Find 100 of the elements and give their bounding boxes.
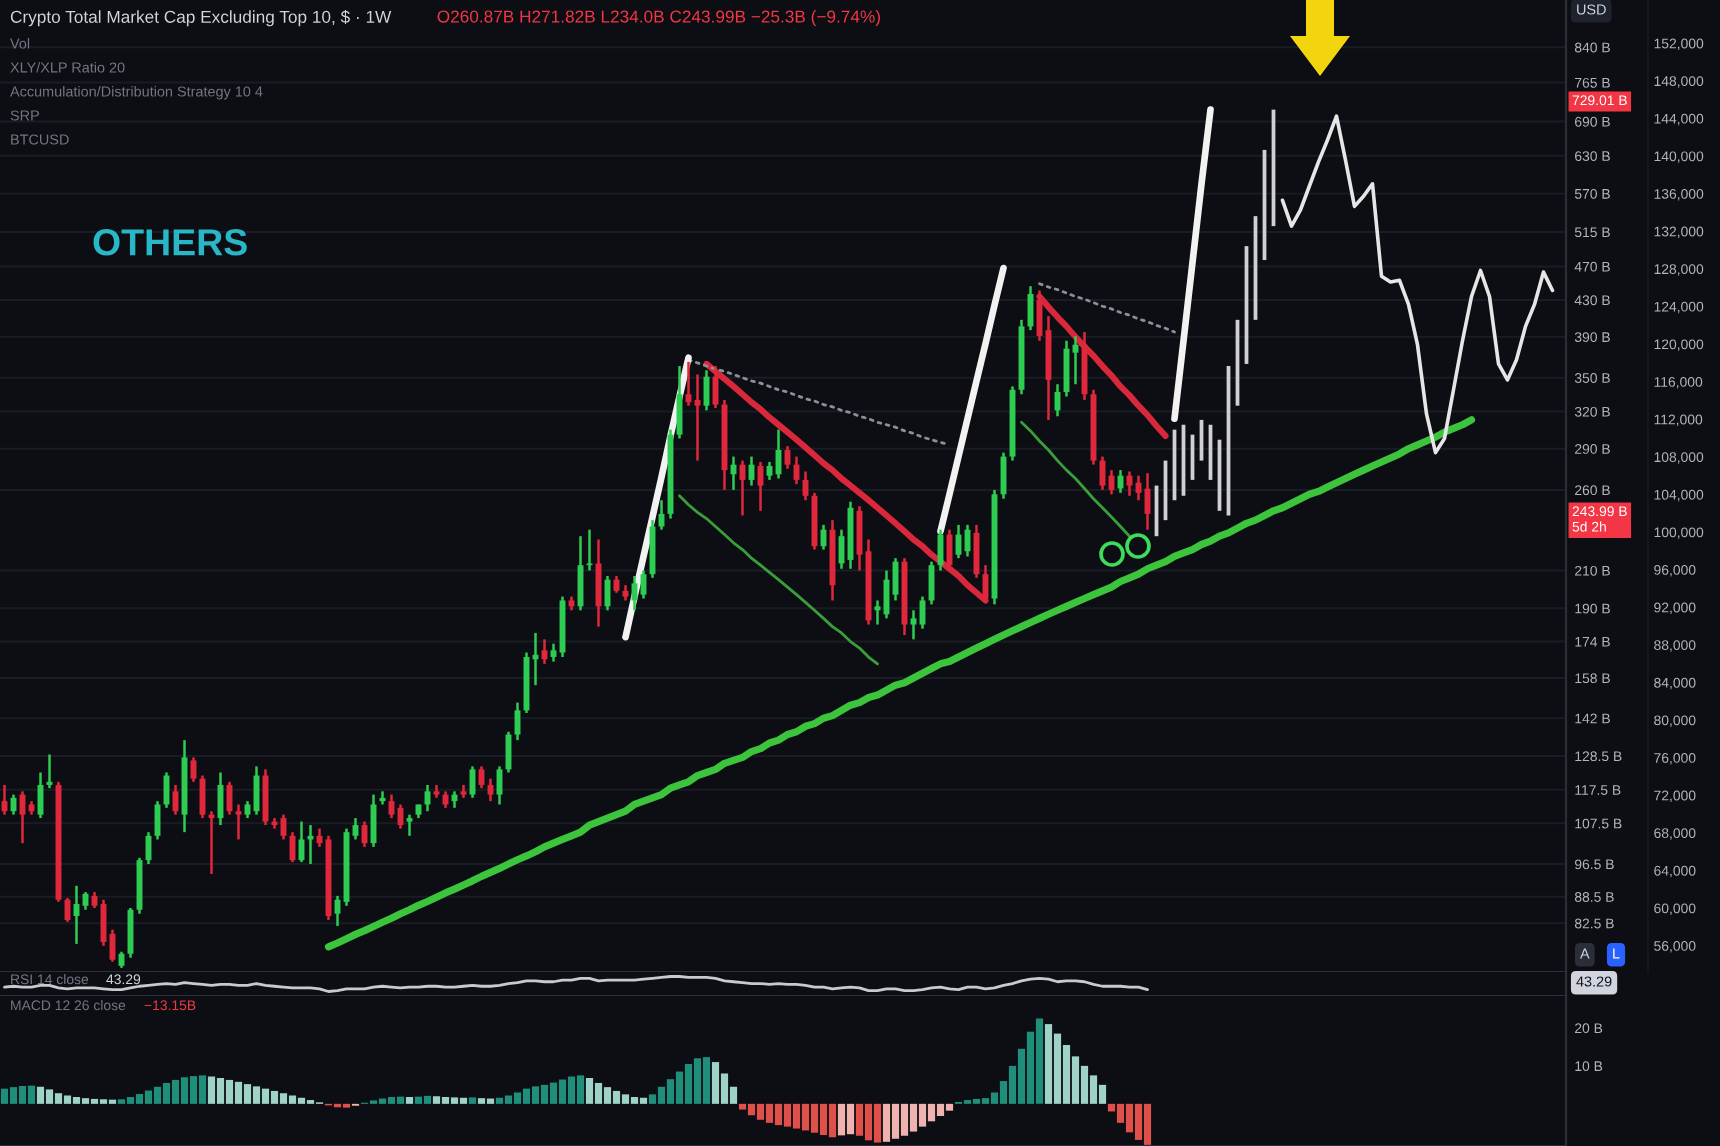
- bar: [576, 1075, 585, 1104]
- bar: [387, 1097, 396, 1104]
- bar: [288, 1095, 297, 1104]
- bar: [189, 1076, 198, 1104]
- bar: [153, 1086, 162, 1104]
- bar: [621, 1094, 630, 1104]
- candlestick: [235, 803, 242, 841]
- bar: [738, 1103, 747, 1110]
- bar: [540, 1084, 549, 1104]
- bar: [693, 1058, 702, 1104]
- bar: [72, 1097, 81, 1104]
- bar: [81, 1098, 90, 1104]
- bar: [873, 1103, 882, 1143]
- bar: [414, 1096, 423, 1104]
- bar: [432, 1096, 441, 1104]
- candlestick: [586, 528, 593, 572]
- bar: [711, 1062, 720, 1104]
- bar: [900, 1103, 909, 1136]
- bar: [396, 1096, 405, 1104]
- line-series: [1280, 114, 1555, 455]
- bar: [126, 1097, 135, 1104]
- bar: [918, 1103, 927, 1127]
- bar: [9, 1087, 18, 1104]
- bar: [54, 1093, 63, 1104]
- bar: [603, 1087, 612, 1104]
- bar: [981, 1098, 990, 1104]
- bar: [531, 1086, 540, 1104]
- bar: [756, 1103, 765, 1120]
- bar: [36, 1086, 45, 1104]
- bar: [450, 1097, 459, 1104]
- bar: [567, 1076, 576, 1104]
- bar: [774, 1103, 783, 1126]
- bar: [864, 1103, 873, 1141]
- bar: [270, 1090, 279, 1104]
- bar: [810, 1103, 819, 1133]
- bar: [936, 1103, 945, 1116]
- bar: [792, 1103, 801, 1129]
- bar: [378, 1098, 387, 1104]
- text: O260.87B H271.82B L234.0B C243.99B −25.3B (−9.74%): [437, 10, 880, 27]
- bar: [945, 1103, 954, 1111]
- bar: [783, 1103, 792, 1127]
- bar: [468, 1097, 477, 1104]
- bar: [405, 1097, 414, 1104]
- bar: [477, 1098, 486, 1104]
- bar: [1035, 1018, 1044, 1104]
- candlestick: [406, 813, 413, 838]
- candlestick: [910, 609, 917, 641]
- bar: [1134, 1103, 1143, 1140]
- bar: [198, 1075, 207, 1104]
- bar: [666, 1079, 675, 1104]
- bar: [549, 1082, 558, 1104]
- bar: [837, 1103, 846, 1136]
- bar: [639, 1097, 648, 1104]
- bar: [1143, 1103, 1152, 1145]
- bar: [522, 1088, 531, 1104]
- bar: [1125, 1103, 1134, 1133]
- bar: [495, 1097, 504, 1104]
- bar: [855, 1103, 864, 1136]
- bar: [801, 1103, 810, 1131]
- bar: [252, 1086, 261, 1104]
- bar: [747, 1103, 756, 1116]
- bar: [828, 1103, 837, 1138]
- bar: [225, 1079, 234, 1104]
- bar: [18, 1086, 27, 1104]
- bar: [171, 1079, 180, 1104]
- bar: [927, 1103, 936, 1122]
- bar: [612, 1090, 621, 1104]
- bar: [675, 1071, 684, 1104]
- bar: [162, 1082, 171, 1104]
- line-series: [324, 416, 1476, 951]
- bar: [234, 1081, 243, 1104]
- bar: [180, 1077, 189, 1104]
- bar: [585, 1078, 594, 1104]
- bar: [486, 1098, 495, 1104]
- bar: [594, 1082, 603, 1104]
- bar: [45, 1089, 54, 1104]
- bar: [684, 1063, 693, 1104]
- bar: [261, 1088, 270, 1104]
- bar: [243, 1084, 252, 1104]
- bar: [63, 1095, 72, 1104]
- bar: [279, 1093, 288, 1104]
- bar: [459, 1097, 468, 1104]
- bar: [882, 1103, 891, 1142]
- bar: [972, 1098, 981, 1104]
- bar: [441, 1097, 450, 1104]
- bar: [423, 1095, 432, 1104]
- bar: [513, 1092, 522, 1104]
- bar: [765, 1103, 774, 1123]
- bar: [909, 1103, 918, 1132]
- bar: [27, 1085, 36, 1104]
- bar: [135, 1093, 144, 1104]
- bar: [90, 1098, 99, 1104]
- bar: [891, 1103, 900, 1139]
- bar: [1044, 1024, 1053, 1104]
- bar: [207, 1076, 216, 1104]
- bar: [216, 1078, 225, 1104]
- bar: [0, 1088, 9, 1104]
- bar: [144, 1090, 153, 1104]
- bar: [648, 1094, 657, 1104]
- text: Crypto Total Market Cap Excluding Top 10, $ · 1W: [10, 10, 392, 27]
